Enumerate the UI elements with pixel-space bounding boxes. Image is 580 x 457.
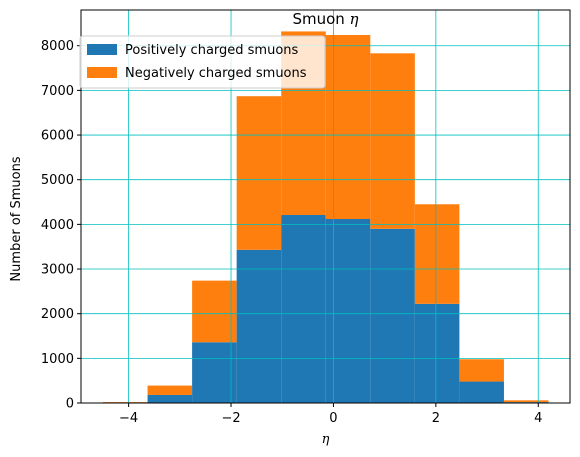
bar-negative-bin-5 <box>325 35 371 220</box>
legend-swatch-positive <box>87 44 117 55</box>
x-tick-label: 2 <box>432 411 440 426</box>
bar-positive-bin-5 <box>325 219 371 403</box>
legend-box <box>79 35 326 89</box>
y-axis-label: Number of Smuons <box>9 156 24 281</box>
chart-title: Smuon η <box>292 10 358 28</box>
x-tick-label: −2 <box>221 411 240 426</box>
y-tick-label: 5000 <box>41 173 74 188</box>
y-tick-label: 3000 <box>41 263 74 278</box>
y-tick-label: 8000 <box>41 39 74 54</box>
x-tick-label: 0 <box>329 411 337 426</box>
x-tick-label: −4 <box>119 411 138 426</box>
bar-negative-bin-3 <box>236 96 282 250</box>
bar-positive-bin-7 <box>414 303 460 403</box>
bar-negative-bin-8 <box>459 359 504 382</box>
bar-negative-bin-1 <box>147 385 193 395</box>
y-tick-label: 0 <box>66 397 74 412</box>
legend-label-positive: Positively charged smuons <box>125 43 299 58</box>
x-tick-label: 4 <box>534 411 542 426</box>
bar-negative-bin-6 <box>370 53 415 229</box>
bar-negative-bin-2 <box>192 280 237 343</box>
y-tick-label: 4000 <box>41 218 74 233</box>
bar-positive-bin-1 <box>147 394 193 403</box>
bar-negative-bin-7 <box>414 204 460 304</box>
plot-frame <box>80 9 571 404</box>
y-tick-label: 2000 <box>41 307 74 322</box>
bar-positive-bin-3 <box>236 249 282 403</box>
legend-label-negative: Negatively charged smuons <box>125 66 307 81</box>
x-axis-label: η <box>322 432 330 447</box>
y-tick-label: 7000 <box>41 84 74 99</box>
bar-positive-bin-4 <box>281 214 326 403</box>
bar-positive-bin-2 <box>192 342 237 403</box>
y-tick-label: 6000 <box>41 129 74 144</box>
bar-negative-bin-9 <box>503 400 549 403</box>
y-axis-ticks: 0 1000 2000 3000 4000 5000 6000 7000 8000 <box>41 39 81 412</box>
bar-positive-bin-8 <box>459 381 504 403</box>
legend: Positively charged smuons Negatively cha… <box>79 35 326 89</box>
bar-positive-bin-6 <box>370 228 415 403</box>
x-axis-ticks: −4 −2 0 2 4 <box>119 403 542 426</box>
legend-swatch-negative <box>87 67 117 78</box>
y-tick-label: 1000 <box>41 352 74 367</box>
